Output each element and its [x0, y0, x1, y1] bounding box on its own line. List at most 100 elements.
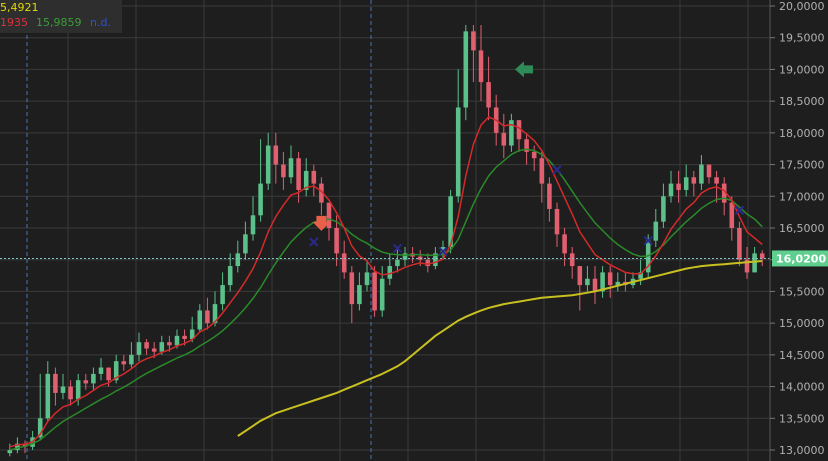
candle-body: [691, 177, 697, 184]
candle-body: [372, 272, 377, 311]
candle-body: [379, 278, 385, 311]
candle-body: [455, 107, 461, 197]
candle-body: [562, 234, 567, 254]
candle-body: [471, 31, 476, 51]
y-tick-label: 17,5000: [779, 159, 825, 172]
candle-body: [714, 177, 719, 184]
candle-body: [22, 443, 28, 447]
candle-body: [387, 266, 393, 279]
candle-body: [547, 183, 552, 209]
candle-body: [759, 253, 765, 259]
candle-body: [395, 259, 400, 267]
ma-slow-line: [237, 260, 763, 437]
cross-marker-icon: [438, 246, 448, 257]
candle-body: [706, 164, 712, 178]
candle-body: [212, 304, 218, 324]
legend-box: 5,4921 1935 15,9859 n.d.: [0, 0, 122, 33]
candle-body: [273, 145, 279, 165]
y-tick-label: 17,0000: [779, 190, 825, 203]
y-tick-label: 14,0000: [779, 381, 825, 394]
candle-body: [303, 170, 309, 190]
candle-body: [250, 215, 256, 235]
y-tick-label: 19,0000: [779, 63, 825, 76]
candle-body: [319, 183, 324, 203]
candle-body: [75, 380, 81, 400]
candle-body: [121, 361, 127, 365]
candle-body: [167, 342, 172, 346]
candle-body: [653, 221, 659, 241]
candle-body: [486, 82, 491, 108]
candle-body: [296, 158, 301, 190]
cross-marker-icon: [734, 205, 745, 215]
candle-body: [524, 139, 529, 152]
candle-body: [189, 329, 195, 339]
candle-body: [585, 278, 590, 286]
candle-body: [539, 158, 545, 184]
legend-ma-mid: 15,9859: [36, 16, 82, 29]
legend-ma-fast: 1935: [0, 16, 28, 29]
candle-body: [136, 342, 142, 355]
candle-body: [577, 266, 583, 286]
candle-body: [463, 31, 469, 108]
y-tick-label: 18,5000: [779, 95, 825, 108]
y-axis: 13,0000 13,5000 14,0000 14,5000 15,0000 15,50…: [769, 0, 828, 461]
y-axis-background: [770, 0, 828, 461]
candle-body: [227, 266, 233, 286]
candle-body: [668, 183, 674, 197]
candle-body: [600, 272, 605, 292]
y-tick-label: 15,5000: [779, 285, 825, 298]
candle-body: [106, 367, 111, 381]
y-tick-label: 15,0000: [779, 317, 825, 330]
candle-body: [151, 348, 157, 352]
candle-body: [721, 183, 727, 203]
candle-body: [243, 234, 248, 254]
candle-body: [676, 183, 681, 190]
candle-body: [68, 386, 73, 400]
candle-body: [45, 373, 51, 419]
candle-body: [83, 380, 89, 384]
candle-body: [752, 253, 757, 273]
candle-body: [37, 418, 43, 438]
candle-body: [7, 450, 13, 454]
candle-body: [357, 285, 362, 305]
y-tick-label: 19,5000: [779, 32, 825, 45]
y-tick-label: 16,5000: [779, 222, 825, 235]
candle-body: [531, 151, 537, 159]
candle-body: [265, 145, 271, 184]
candle-body: [516, 120, 522, 140]
moving-averages: [9, 116, 763, 451]
candle-body: [569, 253, 575, 267]
cross-marker-icon: [309, 237, 319, 247]
candle-body: [113, 361, 119, 381]
candle-body: [129, 354, 134, 365]
cross-marker-icon: [643, 235, 653, 246]
candle-body: [311, 170, 317, 184]
candle-body: [744, 259, 750, 273]
candle-body: [220, 285, 225, 305]
candle-body: [174, 335, 180, 346]
down-arrow-icon: [312, 215, 331, 231]
candle-body: [364, 272, 370, 286]
candle-body: [501, 132, 507, 146]
candle-body: [592, 278, 598, 292]
candle-body: [144, 342, 149, 349]
candle-body: [607, 272, 613, 286]
candle-body: [197, 310, 203, 330]
ma-mid-line: [9, 148, 763, 451]
candle-body: [425, 259, 431, 267]
candle-body: [98, 367, 104, 374]
candle-body: [258, 183, 263, 216]
candle-body: [334, 228, 339, 254]
grid: [0, 0, 770, 461]
y-tick-label: 13,5000: [779, 412, 825, 425]
candle-body: [60, 386, 66, 393]
candle-body: [182, 335, 187, 339]
last-price-badge: [772, 250, 828, 267]
candle-body: [638, 272, 643, 279]
candle-body: [433, 253, 438, 267]
candle-body: [326, 202, 332, 228]
ma-fast-line: [9, 116, 763, 448]
cross-marker-icon: [552, 164, 562, 175]
